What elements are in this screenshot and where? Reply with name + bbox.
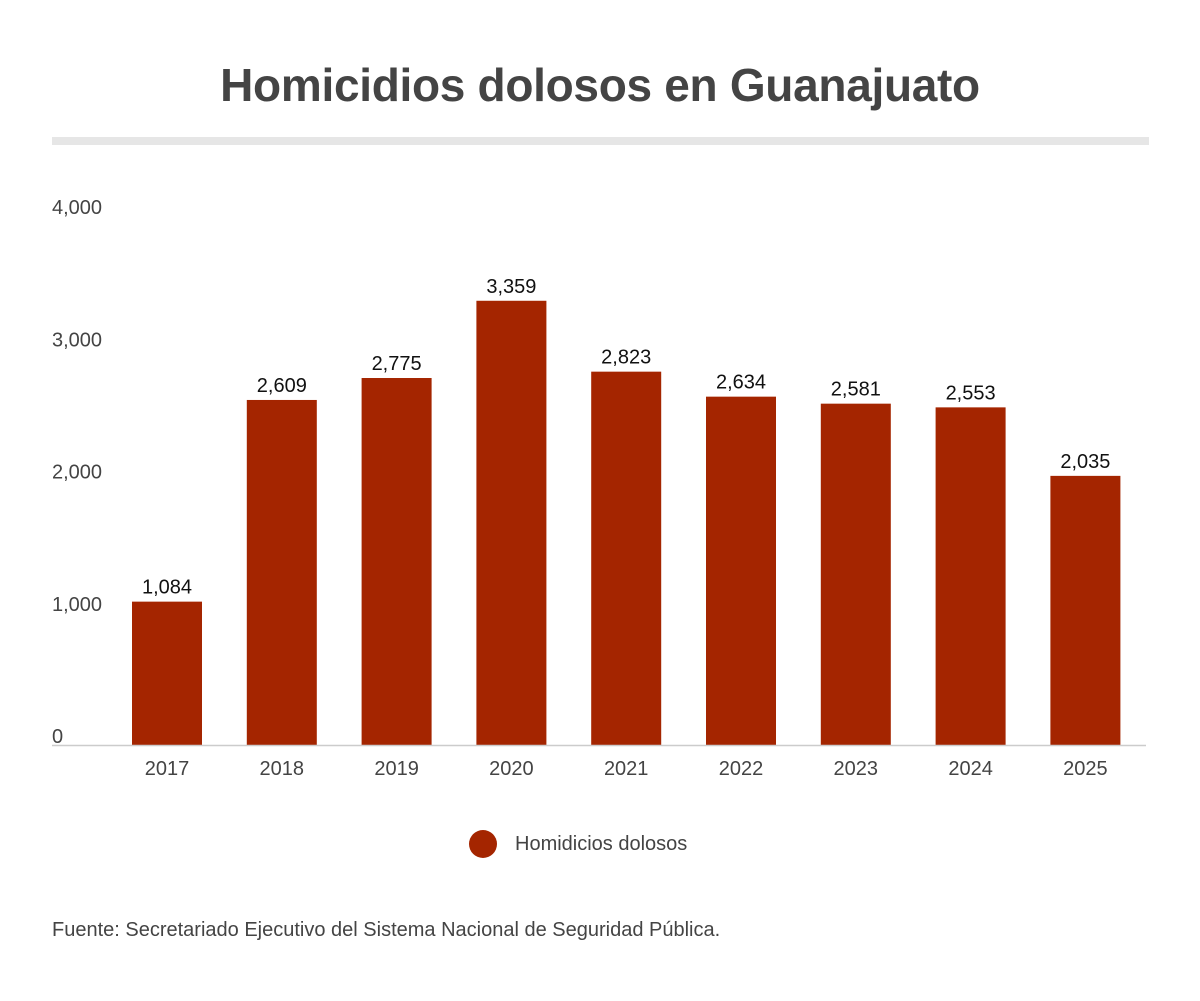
x-tick-label: 2019 — [374, 758, 419, 780]
title-divider — [52, 137, 1149, 145]
legend-label: Homidicios dolosos — [515, 832, 688, 855]
x-tick-label: 2023 — [834, 758, 879, 780]
data-label: 2,035 — [1060, 451, 1110, 473]
chart-legend: Homidicios dolosos — [469, 830, 687, 858]
y-tick-label: 3,000 — [52, 329, 102, 351]
source-note: Fuente: Secretariado Ejecutivo del Siste… — [52, 919, 721, 941]
x-tick-label: 2021 — [604, 758, 649, 780]
bar — [935, 407, 1006, 745]
data-label: 2,553 — [946, 382, 996, 404]
data-label: 2,581 — [831, 379, 881, 401]
data-label: 2,823 — [601, 347, 651, 369]
x-tick-label: 2022 — [719, 758, 764, 780]
y-tick-label: 4,000 — [52, 197, 102, 219]
data-label: 2,609 — [257, 375, 307, 397]
x-tick-label: 2025 — [1063, 758, 1108, 780]
x-tick-label: 2020 — [489, 758, 534, 780]
bar-chart: 0 1,000 2,000 3,000 4,000 1,084 2017 2,609 2018 2… — [52, 197, 1146, 780]
bar — [591, 371, 662, 745]
y-tick-label: 1,000 — [52, 594, 102, 616]
y-tick-label: 0 — [52, 726, 63, 748]
data-label: 2,775 — [372, 353, 422, 375]
bar — [706, 396, 776, 745]
bar — [361, 378, 432, 745]
x-tick-label: 2017 — [145, 758, 190, 780]
bar — [820, 403, 891, 745]
bar — [246, 399, 317, 745]
data-label: 2,634 — [716, 372, 766, 394]
bar — [132, 601, 202, 745]
data-label: 3,359 — [486, 276, 536, 298]
chart-title: Homicidios dolosos en Guanajuato — [220, 59, 980, 111]
x-tick-label: 2024 — [948, 758, 993, 780]
x-tick-label: 2018 — [260, 758, 305, 780]
legend-swatch — [469, 830, 497, 858]
bar — [1050, 475, 1121, 745]
y-tick-label: 2,000 — [52, 462, 102, 484]
bar — [476, 300, 547, 745]
data-label: 1,084 — [142, 577, 192, 599]
